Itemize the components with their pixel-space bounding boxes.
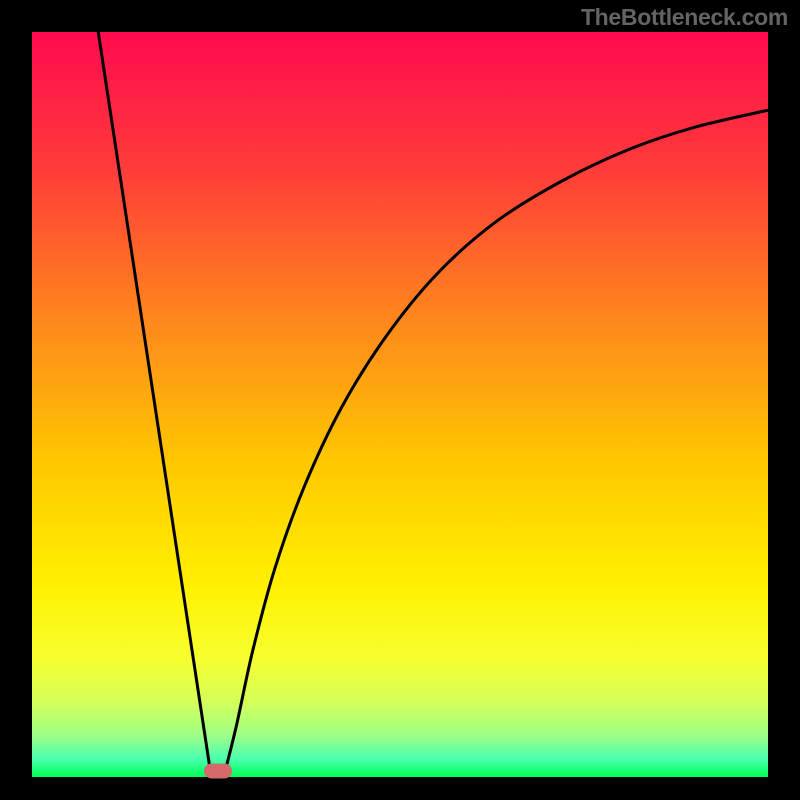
curve-right-branch <box>226 110 768 769</box>
curve-left-branch <box>98 32 210 770</box>
vertex-marker <box>204 764 232 779</box>
chart-container: TheBottleneck.com <box>0 0 800 800</box>
bottleneck-curve <box>32 32 768 777</box>
watermark-text: TheBottleneck.com <box>581 4 788 31</box>
